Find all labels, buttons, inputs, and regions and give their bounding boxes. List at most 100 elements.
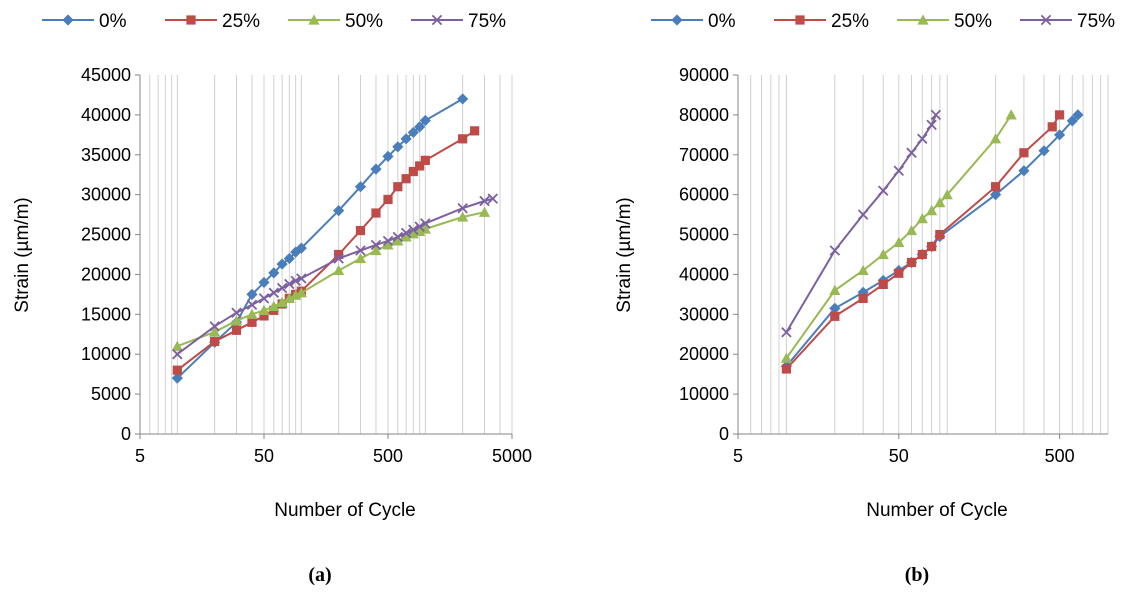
data-point <box>268 300 280 311</box>
data-point <box>781 364 792 374</box>
series-group-chart-a <box>171 93 499 384</box>
data-point <box>926 119 937 131</box>
data-point <box>916 213 928 224</box>
data-point <box>382 235 394 247</box>
x-tick-label: 500 <box>373 446 403 466</box>
data-point <box>333 264 345 276</box>
data-point <box>1038 145 1050 157</box>
data-point <box>290 246 302 258</box>
series-75pct <box>172 193 499 360</box>
data-point <box>457 211 469 222</box>
data-point <box>878 279 888 290</box>
data-point <box>392 231 404 243</box>
x-tick-label: 500 <box>1045 446 1075 466</box>
data-point <box>419 223 431 234</box>
data-point <box>858 293 868 303</box>
series-line <box>785 114 1061 370</box>
data-point <box>470 126 480 136</box>
axes-chart-b: 0 10000 20000 30000 40000 50000 60000 70000 8000… <box>679 65 1108 466</box>
legend-item: 25% <box>774 11 869 32</box>
y-tick-label: 10000 <box>81 344 131 364</box>
x-tick-label: 50 <box>254 446 274 466</box>
data-point <box>420 218 431 229</box>
legend-chart-b: 0% 25% 50% 75% <box>651 11 1115 32</box>
data-point <box>284 278 295 290</box>
caption-chart-b: (b) <box>905 564 929 586</box>
data-point <box>246 288 258 300</box>
data-point <box>926 205 938 216</box>
data-point <box>247 317 257 327</box>
y-tick-label: 70000 <box>679 145 729 165</box>
data-point <box>268 267 280 279</box>
data-point <box>231 325 242 335</box>
y-tick-label: 40000 <box>81 105 131 125</box>
data-point <box>877 185 889 196</box>
data-point <box>246 308 258 319</box>
legend-marker <box>431 14 443 26</box>
x-tick-label: 5 <box>733 446 743 466</box>
data-point <box>857 264 869 276</box>
data-point <box>1047 122 1057 132</box>
data-point <box>333 205 345 217</box>
legend-item: 75% <box>411 11 506 32</box>
data-point <box>830 311 840 321</box>
data-point <box>414 221 425 232</box>
legend-marker <box>308 14 320 25</box>
data-point <box>419 114 431 127</box>
y-tick-label: 50000 <box>679 225 729 245</box>
series-50pct <box>171 206 491 351</box>
data-point <box>246 299 258 310</box>
data-point <box>296 273 307 284</box>
data-point <box>276 258 288 270</box>
data-point <box>927 241 937 252</box>
data-point <box>276 296 288 307</box>
data-point <box>354 252 367 264</box>
legend-marker <box>917 14 929 25</box>
x-axis-title-chart-b: Number of Cycle <box>866 500 1008 521</box>
legend-marker <box>186 15 196 25</box>
legend-marker <box>62 14 74 26</box>
data-point <box>295 242 307 254</box>
data-point <box>829 302 841 314</box>
axes-chart-a: 0 5000 10000 15000 20000 25000 30000 35000 40000… <box>81 65 532 466</box>
data-point <box>941 189 953 200</box>
data-point <box>930 109 942 121</box>
data-point <box>917 249 927 260</box>
chart-b: 0% 25% 50% 75% 0 10000 20000 30000 40000 50000 60… <box>614 11 1115 586</box>
y-tick-label: 60000 <box>679 185 729 205</box>
data-point <box>990 133 1002 144</box>
data-point <box>258 293 270 304</box>
data-point <box>414 121 426 133</box>
caption-chart-a: (a) <box>308 564 331 586</box>
data-point <box>415 161 425 171</box>
legend-label: 0% <box>708 11 736 32</box>
data-point <box>370 163 382 175</box>
series-25pct <box>781 110 1065 374</box>
data-point <box>393 182 403 192</box>
data-point <box>906 147 917 159</box>
data-point <box>1054 110 1065 120</box>
data-point <box>172 365 182 375</box>
data-point <box>1005 109 1017 120</box>
data-point <box>1053 129 1066 141</box>
y-axis-title-chart-a: Strain (µm/m) <box>12 197 33 312</box>
chart-a: 0% 25% 50% 75% 0 5000 10000 15000 20000 25000 300… <box>12 11 532 586</box>
y-tick-label: 40000 <box>679 264 729 284</box>
data-point <box>355 225 366 236</box>
legend-label: 0% <box>99 11 127 32</box>
data-point <box>355 245 366 256</box>
data-point <box>935 229 945 240</box>
data-point <box>370 239 382 251</box>
legend-item: 50% <box>897 11 992 32</box>
data-point <box>990 189 1002 201</box>
legend-chart-a: 0% 25% 50% 75% <box>42 11 506 32</box>
data-point <box>392 235 404 246</box>
y-tick-label: 30000 <box>679 304 729 324</box>
legend-label: 50% <box>954 11 992 32</box>
data-point <box>354 181 367 193</box>
data-point <box>230 315 243 326</box>
data-point <box>420 155 430 165</box>
data-point <box>906 257 917 268</box>
data-point <box>457 93 469 105</box>
